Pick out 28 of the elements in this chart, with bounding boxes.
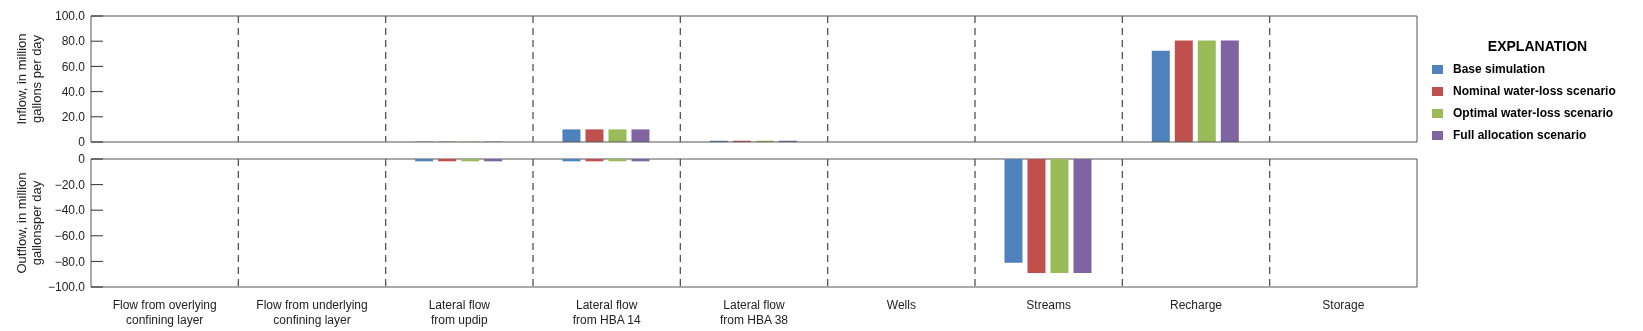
y-tick-label: 0 [78,152,86,167]
y-tick-label: −40.0 [54,203,86,218]
x-tick-label: Wells [886,298,916,312]
y-tick-label: 20.0 [61,110,86,125]
x-tick-label: Lateral flow from HBA 14 [572,298,641,327]
x-tick-label: Lateral flow from HBA 38 [719,298,789,327]
y-tick-label: −100.0 [47,280,86,295]
x-tick-label: Lateral flow from updip [428,298,491,327]
legend-title: EXPLANATION [1486,38,1589,54]
y-tick-label: 0 [78,135,86,150]
x-tick-label: Streams [1026,298,1072,312]
y-tick-label: 60.0 [61,59,86,74]
y-tick-label: −80.0 [54,254,86,269]
y-tick-label: 40.0 [61,84,86,99]
legend-label: Base simulation [1453,62,1546,76]
y-tick-label: −60.0 [54,229,86,244]
y-tick-label: 80.0 [61,34,86,49]
legend-label: Optimal water-loss scenario [1453,106,1614,120]
legend-label: Full allocation scenario [1453,128,1587,142]
y-axis-title: Inflow, in million gallons per day [14,33,44,125]
y-tick-label: −20.0 [54,177,86,192]
y-axis-title: Outflow, in million gallonsper day [14,172,44,274]
x-tick-label: Flow from underlying confining layer [256,298,368,327]
legend-label: Nominal water-loss scenario [1453,84,1616,98]
x-tick-label: Storage [1322,298,1365,312]
x-tick-label: Flow from overlying confining layer [112,298,217,327]
x-tick-label: Recharge [1169,298,1223,312]
y-tick-label: 100.0 [54,9,86,24]
